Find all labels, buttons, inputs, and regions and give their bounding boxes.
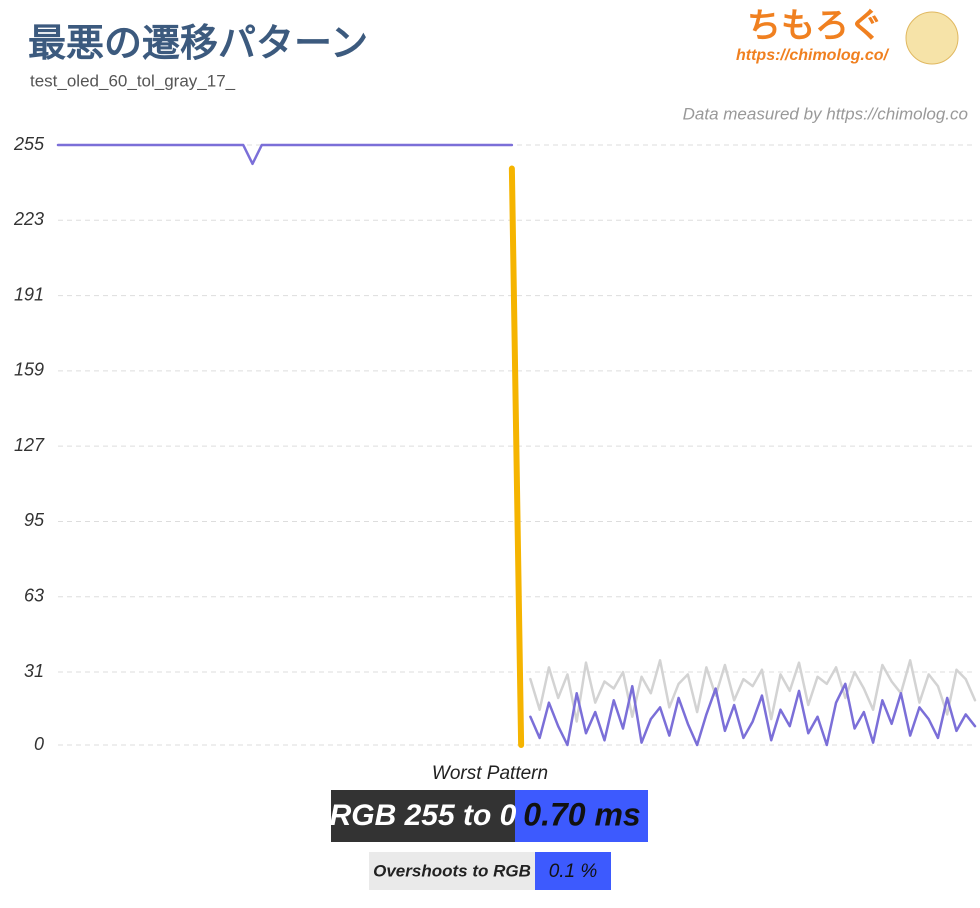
logo: ちもろぐ xyxy=(747,7,883,45)
transition-text: RGB 255 to 0 xyxy=(330,799,517,832)
overshoot-box xyxy=(535,852,611,890)
time-box xyxy=(515,790,648,842)
chart-subtitle: test_oled_60_tol_gray_17_ xyxy=(30,71,236,90)
time-text: 0.70 ms xyxy=(523,796,640,832)
series-line xyxy=(508,165,525,748)
y-tick-label: 223 xyxy=(13,209,44,229)
y-tick-label: 31 xyxy=(24,661,44,681)
y-tick-label: 63 xyxy=(24,586,44,606)
y-tick-label: 0 xyxy=(34,734,44,754)
summary-heading: Worst Pattern xyxy=(432,763,548,784)
series-line xyxy=(56,143,977,747)
logo-url: https://chimolog.co/ xyxy=(736,47,890,64)
chart-title: 最悪の遷移パターン xyxy=(28,23,368,65)
overshoot-value: 0.1 % xyxy=(549,861,598,882)
plot-area: 0 31 63 95 127 159 191 223 255 xyxy=(13,134,977,754)
y-tick-label: 127 xyxy=(14,435,45,455)
y-tick-label: 191 xyxy=(14,284,44,304)
credit: Data measured by https://chimolog.co xyxy=(683,104,968,123)
y-tick-label: 159 xyxy=(14,360,44,380)
y-tick-label: 255 xyxy=(13,134,45,154)
y-tick-label: 95 xyxy=(24,510,45,530)
series-line xyxy=(529,659,977,723)
overshoot-label-box xyxy=(369,852,535,890)
overshoot-label: Overshoots to RGB xyxy=(373,861,531,880)
mascot xyxy=(905,11,959,65)
transition-box xyxy=(331,790,515,842)
